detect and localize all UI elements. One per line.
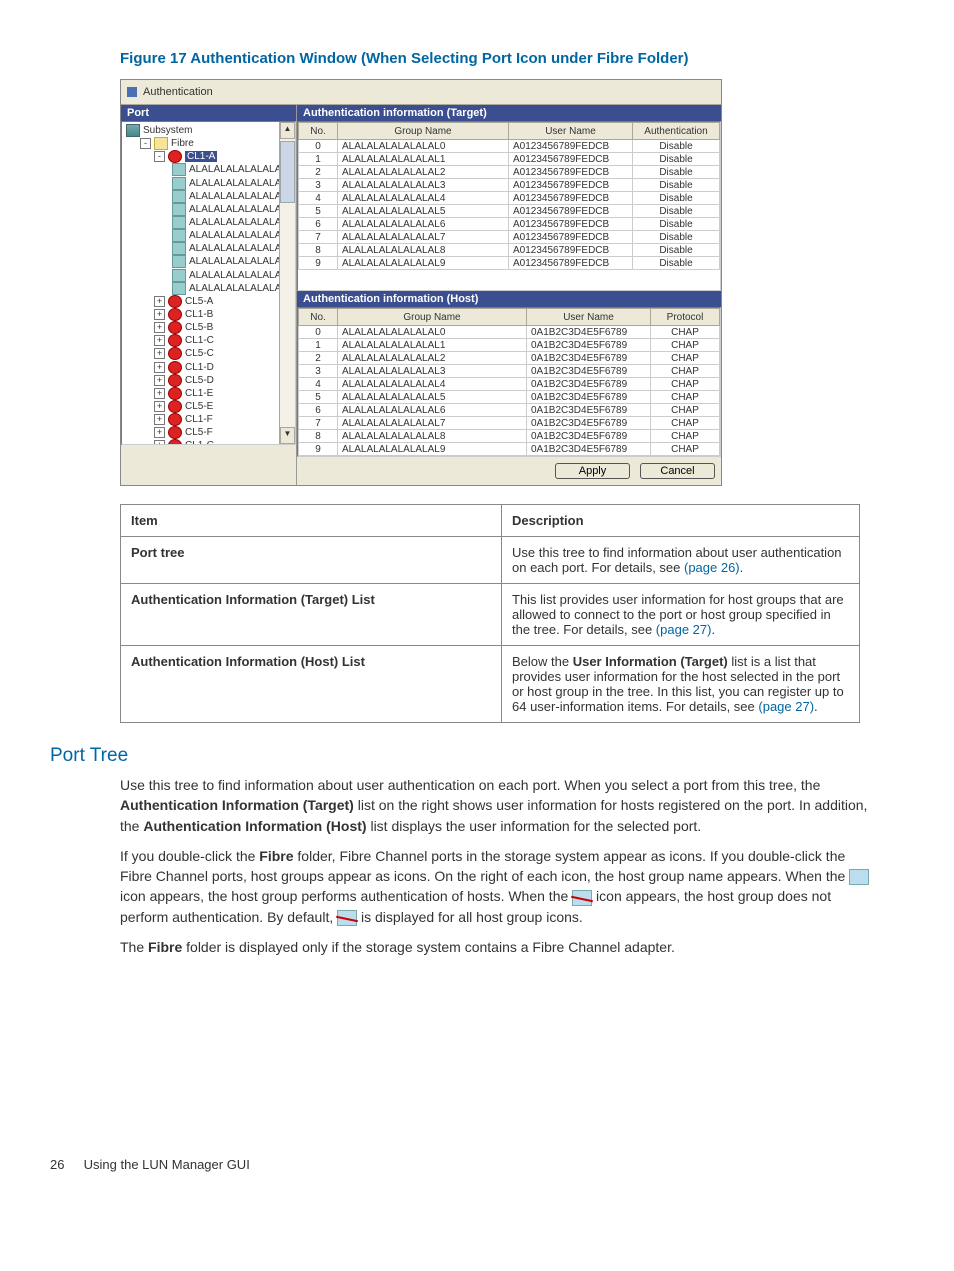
table-row[interactable]: 3ALALALALALALALAL3A0123456789FEDCBDisabl… (299, 179, 720, 192)
col-no[interactable]: No. (299, 123, 338, 140)
section-heading: Port Tree (50, 745, 904, 767)
tree-hostgroup[interactable]: ALALALALALALALAL9 (126, 282, 293, 295)
tree-hostgroup[interactable]: ALALALALALALALAL5 (126, 229, 293, 242)
body-text: Use this tree to find information about … (120, 775, 880, 957)
page-number: 26 (50, 1157, 80, 1172)
tree-hostgroup[interactable]: ALALALALALALALAL0 (126, 163, 293, 176)
scroll-thumb[interactable] (280, 141, 295, 203)
page-link[interactable]: (page 27) (656, 622, 712, 637)
col-no[interactable]: No. (299, 309, 338, 326)
table-row: Authentication Information (Target) List… (121, 584, 860, 646)
table-row[interactable]: 6ALALALALALALALAL60A1B2C3D4E5F6789CHAP (299, 404, 720, 417)
apply-button[interactable]: Apply (555, 463, 630, 479)
window-titlebar: Authentication (121, 80, 721, 105)
table-row: Port tree Use this tree to find informat… (121, 537, 860, 584)
col-group[interactable]: Group Name (338, 123, 509, 140)
tree-port[interactable]: +CL1-D (126, 361, 293, 374)
table-row[interactable]: 7ALALALALALALALAL70A1B2C3D4E5F6789CHAP (299, 417, 720, 430)
page-footer: 26 Using the LUN Manager GUI (50, 1157, 904, 1172)
col-auth[interactable]: Authentication (633, 123, 720, 140)
tree-port[interactable]: +CL1-G (126, 439, 293, 445)
auth-disabled-icon (572, 890, 592, 906)
port-tree[interactable]: Subsystem-Fibre-CL1-AALALALALALALALAL0AL… (121, 121, 296, 445)
table-row[interactable]: 8ALALALALALALALAL8A0123456789FEDCBDisabl… (299, 244, 720, 257)
tree-port[interactable]: +CL1-B (126, 308, 293, 321)
tree-hostgroup[interactable]: ALALALALALALALAL6 (126, 242, 293, 255)
tree-hostgroup[interactable]: ALALALALALALALAL2 (126, 190, 293, 203)
figure-title: Figure 17 Authentication Window (When Se… (120, 50, 904, 67)
tree-port[interactable]: +CL5-D (126, 374, 293, 387)
col-user[interactable]: User Name (509, 123, 633, 140)
host-list-header: Authentication information (Host) (297, 291, 721, 307)
table-row[interactable]: 1ALALALALALALALAL1A0123456789FEDCBDisabl… (299, 153, 720, 166)
table-row[interactable]: 1ALALALALALALALAL10A1B2C3D4E5F6789CHAP (299, 339, 720, 352)
table-row[interactable]: 3ALALALALALALALAL30A1B2C3D4E5F6789CHAP (299, 365, 720, 378)
table-row[interactable]: 5ALALALALALALALAL50A1B2C3D4E5F6789CHAP (299, 391, 720, 404)
desc-col-item: Item (121, 505, 502, 537)
table-row: Authentication Information (Host) List B… (121, 646, 860, 723)
col-group[interactable]: Group Name (338, 309, 527, 326)
tree-hostgroup[interactable]: ALALALALALALALAL4 (126, 216, 293, 229)
table-row[interactable]: 5ALALALALALALALAL5A0123456789FEDCBDisabl… (299, 205, 720, 218)
port-tree-header: Port (121, 105, 296, 121)
host-table[interactable]: No. Group Name User Name Protocol 0ALALA… (298, 308, 720, 456)
auth-enabled-icon (849, 869, 869, 885)
scroll-up-icon[interactable]: ▲ (280, 122, 295, 139)
footer-text: Using the LUN Manager GUI (84, 1157, 250, 1172)
col-user[interactable]: User Name (527, 309, 651, 326)
tree-hostgroup[interactable]: ALALALALALALALAL1 (126, 177, 293, 190)
table-row[interactable]: 7ALALALALALALALAL7A0123456789FEDCBDisabl… (299, 231, 720, 244)
table-row[interactable]: 6ALALALALALALALAL6A0123456789FEDCBDisabl… (299, 218, 720, 231)
tree-port[interactable]: +CL1-E (126, 387, 293, 400)
tree-hostgroup[interactable]: ALALALALALALALAL8 (126, 269, 293, 282)
table-row[interactable]: 2ALALALALALALALAL2A0123456789FEDCBDisabl… (299, 166, 720, 179)
tree-root[interactable]: Subsystem (126, 124, 293, 137)
tree-hostgroup[interactable]: ALALALALALALALAL7 (126, 255, 293, 268)
table-row[interactable]: 0ALALALALALALALAL00A1B2C3D4E5F6789CHAP (299, 326, 720, 339)
tree-hostgroup[interactable]: ALALALALALALALAL3 (126, 203, 293, 216)
col-proto[interactable]: Protocol (651, 309, 720, 326)
description-table: Item Description Port tree Use this tree… (120, 504, 860, 723)
tree-port[interactable]: +CL5-A (126, 295, 293, 308)
cancel-button[interactable]: Cancel (640, 463, 715, 479)
window-title: Authentication (143, 86, 213, 98)
window-icon (127, 87, 137, 97)
tree-port-selected[interactable]: -CL1-A (126, 150, 293, 163)
target-list-header: Authentication information (Target) (297, 105, 721, 121)
table-row[interactable]: 4ALALALALALALALAL4A0123456789FEDCBDisabl… (299, 192, 720, 205)
tree-port[interactable]: +CL5-F (126, 426, 293, 439)
page-link[interactable]: (page 26) (684, 560, 740, 575)
tree-scrollbar[interactable]: ▲ ▼ (279, 122, 295, 444)
tree-port[interactable]: +CL5-E (126, 400, 293, 413)
tree-fibre-folder[interactable]: -Fibre (126, 137, 293, 150)
table-row[interactable]: 9ALALALALALALALAL9A0123456789FEDCBDisabl… (299, 257, 720, 270)
table-row[interactable]: 9ALALALALALALALAL90A1B2C3D4E5F6789CHAP (299, 443, 720, 456)
tree-port[interactable]: +CL1-F (126, 413, 293, 426)
tree-port[interactable]: +CL5-C (126, 347, 293, 360)
port-tree-panel: Port Subsystem-Fibre-CL1-AALALALALALALAL… (121, 105, 297, 485)
table-row[interactable]: 0ALALALALALALALAL0A0123456789FEDCBDisabl… (299, 140, 720, 153)
page-link[interactable]: (page 27) (758, 699, 814, 714)
table-row[interactable]: 8ALALALALALALALAL80A1B2C3D4E5F6789CHAP (299, 430, 720, 443)
desc-col-desc: Description (502, 505, 860, 537)
scroll-down-icon[interactable]: ▼ (280, 427, 295, 444)
tree-port[interactable]: +CL1-C (126, 334, 293, 347)
tree-port[interactable]: +CL5-B (126, 321, 293, 334)
table-row[interactable]: 4ALALALALALALALAL40A1B2C3D4E5F6789CHAP (299, 378, 720, 391)
table-row[interactable]: 2ALALALALALALALAL20A1B2C3D4E5F6789CHAP (299, 352, 720, 365)
authentication-window: Authentication Port Subsystem-Fibre-CL1-… (120, 79, 722, 486)
auth-disabled-icon (337, 910, 357, 926)
target-table[interactable]: No. Group Name User Name Authentication … (298, 122, 720, 270)
